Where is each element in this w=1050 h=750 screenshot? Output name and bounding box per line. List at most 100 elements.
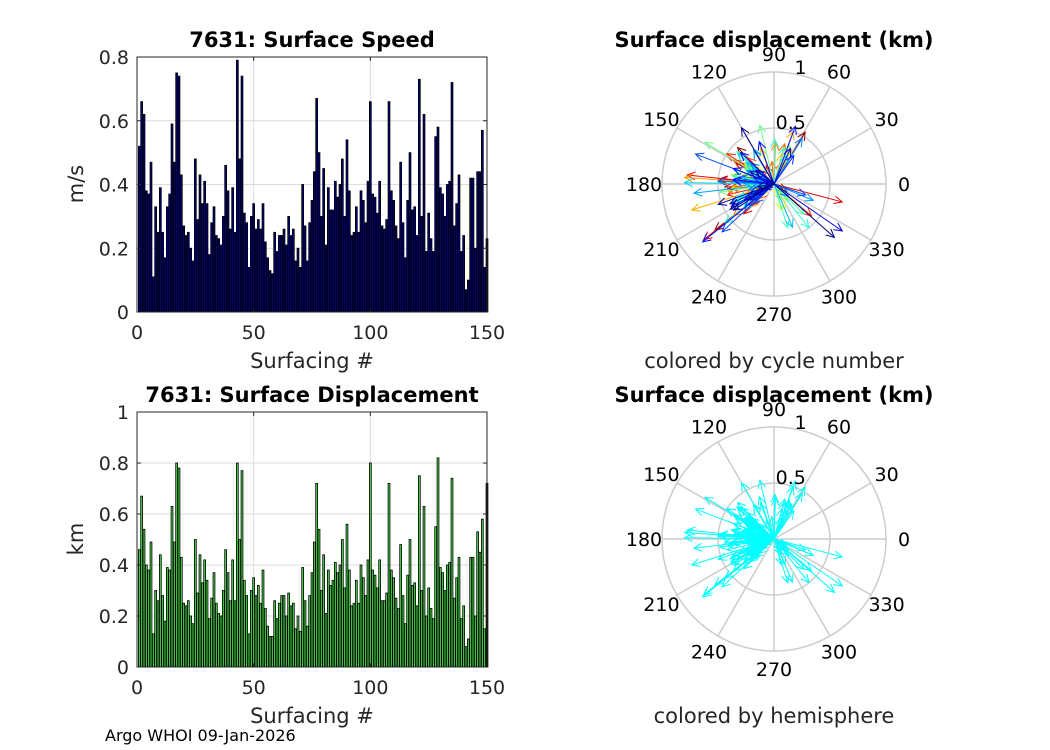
displacement-bar	[424, 615, 428, 668]
speed-bar	[212, 206, 216, 313]
speed-bar	[385, 219, 389, 313]
displacement-bar	[268, 636, 272, 668]
speed-bar	[464, 289, 468, 313]
polar-hemisphere-angle-label: 270	[756, 659, 792, 681]
polar-hemisphere-angle-label: 60	[827, 416, 851, 438]
displacement-chart: 0 50 100 150 0 0.2 0.4 0.6 0.8 1 7631: Surface Dis…	[64, 383, 505, 728]
polar-cycle-arrow-head	[736, 146, 747, 157]
displacement-bar	[455, 577, 459, 668]
polar-cycle-arrow-head	[749, 171, 760, 180]
polar-cycle-radial-labels: 0.51	[776, 57, 807, 134]
polar-hemisphere-arrow	[757, 479, 775, 540]
speed-bar	[315, 98, 319, 313]
displacement-bar	[457, 556, 461, 668]
polar-hemisphere-arrow-head	[770, 493, 780, 503]
polar-hemisphere-arrow	[729, 538, 775, 565]
speed-bar	[408, 152, 412, 313]
speed-bar	[226, 190, 230, 313]
polar-hemisphere-arrow-head	[749, 526, 760, 535]
polar-hemisphere-arrow-head	[794, 492, 803, 503]
polar-hemisphere-arrow-head	[757, 495, 766, 506]
displacement-bar	[289, 605, 293, 668]
speed-bar	[294, 260, 298, 313]
displacement-bar	[441, 572, 445, 668]
polar-cycle-chart: 03060901201501802102402703003300.51Surfa…	[614, 28, 933, 373]
polar-hemisphere-arrow-head	[736, 501, 747, 512]
polar-cycle-arrow-shaft	[740, 152, 775, 185]
polar-hemisphere-arrow	[773, 502, 792, 540]
polar-hemisphere-radial-label: 0.5	[776, 467, 806, 489]
polar-cycle-arrow-head	[731, 176, 742, 185]
polar-hemisphere-arrow-shaft	[773, 538, 835, 593]
polar-cycle-arrow-head	[749, 162, 760, 172]
polar-hemisphere-arrow	[740, 481, 775, 540]
polar-hemisphere-arrow-shaft	[773, 538, 789, 583]
polar-hemisphere-angle-label: 0	[898, 529, 910, 551]
displacement-bar	[310, 572, 314, 668]
speed-bar	[305, 260, 309, 313]
polar-cycle-arrow-head	[797, 131, 806, 142]
displacement-bar	[156, 600, 160, 668]
polar-hemisphere-arrow	[756, 536, 775, 545]
polar-cycle-arrow	[773, 183, 844, 205]
polar-hemisphere-arrow-shaft	[773, 538, 794, 583]
displacement-bar	[324, 613, 328, 668]
speed-ticks: 0 50 100 150 0 0.2 0.4 0.6 0.8	[99, 47, 505, 344]
displacement-bar	[350, 605, 354, 668]
displacement-bar	[277, 602, 281, 668]
polar-cycle-arrow-shaft	[773, 183, 843, 232]
polar-cycle-arrow-shaft	[773, 183, 810, 229]
polar-cycle-arrow-shaft	[773, 126, 796, 185]
speed-bar	[389, 190, 393, 313]
displacement-bar	[343, 587, 347, 668]
polar-cycle-arrow	[740, 126, 775, 185]
polar-hemisphere-arrow-head	[731, 531, 742, 540]
polar-cycle-arrow-shaft	[773, 147, 785, 185]
displacement-bar	[448, 562, 452, 668]
displacement-bar	[357, 602, 361, 668]
speed-bar	[196, 219, 200, 313]
polar-cycle-arrow	[755, 169, 775, 185]
speed-bar	[352, 231, 356, 313]
polar-hemisphere-arrow	[773, 492, 803, 540]
displacement-bar	[212, 572, 216, 668]
polar-hemisphere-arrow-head	[739, 506, 750, 517]
speed-bar	[217, 238, 221, 313]
speed-bar	[462, 235, 466, 313]
speed-bar	[252, 203, 256, 313]
polar-cycle-arrow	[773, 183, 807, 197]
polar-hemisphere-arrow-head	[724, 569, 734, 579]
polar-cycle-angle-label: 180	[626, 174, 662, 196]
displacement-bar	[329, 585, 333, 668]
speed-bar	[263, 241, 267, 313]
polar-hemisphere-arrow-head	[692, 542, 703, 552]
speed-bar	[182, 225, 186, 313]
polar-hemisphere-arrow-head	[754, 549, 764, 559]
displacement-bar	[238, 539, 242, 668]
displacement-bar	[392, 577, 396, 668]
speed-bar	[259, 228, 263, 313]
polar-hemisphere-arrow-head	[718, 541, 729, 551]
speed-bar	[289, 235, 293, 313]
displacement-chart-title: 7631: Surface Displacement	[145, 383, 478, 407]
displacement-bar	[413, 582, 417, 668]
polar-cycle-arrow-head	[781, 218, 790, 229]
speed-bar	[382, 228, 386, 313]
polar-hemisphere-arrow-head	[804, 548, 815, 557]
speed-x-tick-label: 50	[242, 322, 266, 344]
footer-credit: Argo WHOI 09-Jan-2026	[105, 726, 296, 745]
polar-hemisphere-arrow	[749, 526, 775, 540]
polar-hemisphere-arrow	[729, 538, 775, 560]
displacement-bar	[210, 597, 214, 668]
displacement-bar	[427, 587, 431, 668]
polar-hemisphere-arrow-head	[737, 545, 748, 555]
polar-hemisphere-arrow-head	[755, 524, 766, 534]
displacement-bar	[382, 600, 386, 668]
polar-hemisphere-arrow	[690, 538, 775, 567]
displacement-bar	[235, 462, 239, 668]
speed-bar	[359, 190, 363, 313]
displacement-bar	[249, 590, 253, 668]
speed-bar	[413, 206, 417, 313]
polar-cycle-arrow-head	[732, 159, 743, 168]
displacement-bar	[380, 600, 384, 668]
